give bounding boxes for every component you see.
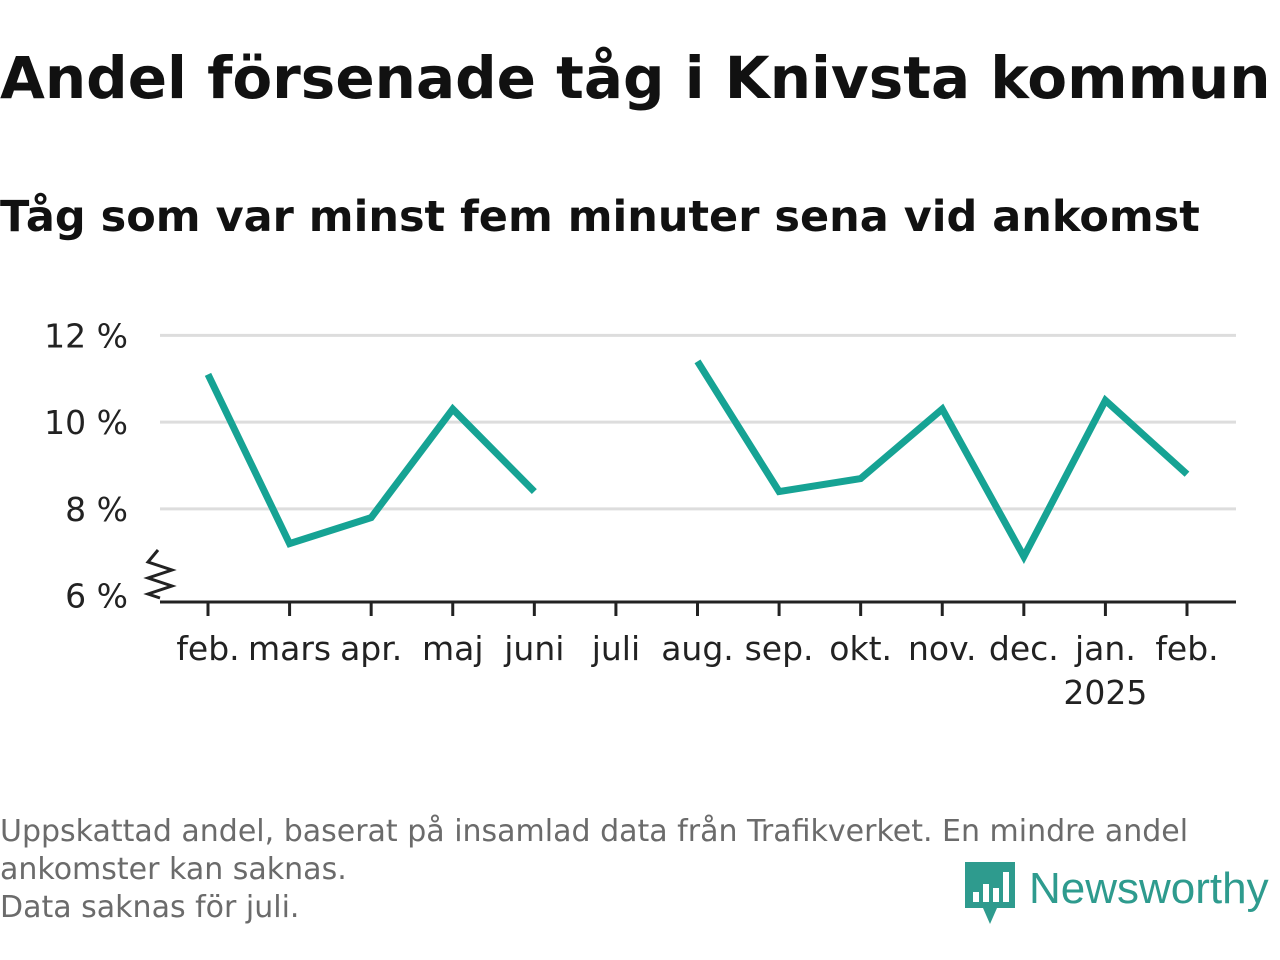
- x-year-label: 2025: [1063, 673, 1147, 712]
- line-chart: 6 %8 %10 %12 % feb. mars apr. maj juni juli au…: [44, 316, 1236, 712]
- x-tick-label: feb.: [176, 629, 239, 668]
- x-tick-label: mars: [248, 629, 331, 668]
- note-line: Data saknas för juli.: [0, 890, 300, 925]
- x-axis: [143, 549, 1236, 604]
- gridlines: [160, 333, 1236, 511]
- series-lines: [204, 359, 1190, 565]
- y-tick-label: 10 %: [44, 403, 128, 442]
- series-line: [694, 359, 1190, 565]
- x-tick-label: juni: [503, 629, 564, 668]
- x-tick-label: juli: [591, 629, 640, 668]
- brand-logo: Newsworthy: [965, 862, 1269, 926]
- y-tick-label: 8 %: [65, 490, 128, 529]
- x-tick-label: jan.: [1074, 629, 1136, 668]
- y-axis-ticks: 6 % 8 % 10 % 12 %: [44, 316, 128, 615]
- brand-name: Newsworthy: [1029, 864, 1269, 913]
- x-tick-label: dec.: [989, 629, 1059, 668]
- x-tick-label: apr.: [340, 629, 402, 668]
- x-tick-label: aug.: [661, 629, 734, 668]
- x-tick-label: nov.: [908, 629, 977, 668]
- x-tick-label: feb.: [1155, 629, 1218, 668]
- chart-title: Andel försenade tåg i Knivsta kommun: [0, 44, 1271, 112]
- chart-notes: Uppskattad andel, baserat på insamlad da…: [0, 813, 1270, 927]
- chart-subtitle: Tåg som var minst fem minuter sena vid a…: [0, 192, 1200, 242]
- note-line: ankomster kan saknas.: [0, 852, 347, 887]
- x-axis-ticks: feb. mars apr. maj juni juli aug. sep. okt. nov. d…: [176, 602, 1219, 712]
- x-tick-label: okt.: [829, 629, 892, 668]
- axis-break-mark: [143, 549, 177, 600]
- series-line: [204, 372, 537, 548]
- note-line: Uppskattad andel, baserat på insamlad da…: [0, 814, 1189, 849]
- x-tick-label: maj: [422, 629, 484, 668]
- y-tick-label: 6 %: [65, 577, 128, 616]
- newsworthy-logo-icon: [965, 862, 1015, 924]
- y-tick-label: 12 %: [44, 316, 128, 355]
- x-tick-label: sep.: [745, 629, 814, 668]
